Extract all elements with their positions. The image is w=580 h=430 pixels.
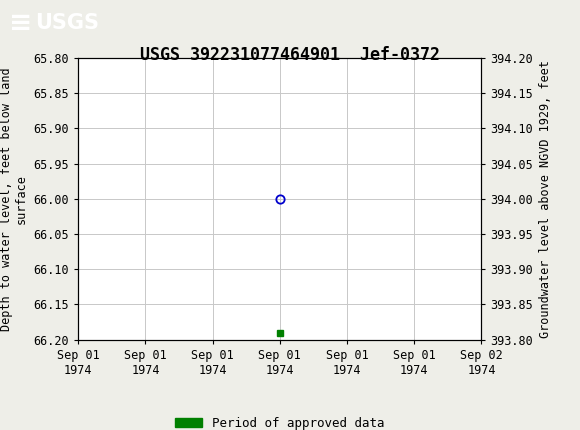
Y-axis label: Depth to water level, feet below land
surface: Depth to water level, feet below land su…	[0, 67, 28, 331]
Text: ≡: ≡	[9, 9, 32, 37]
Legend: Period of approved data: Period of approved data	[170, 412, 390, 430]
Text: USGS 392231077464901  Jef-0372: USGS 392231077464901 Jef-0372	[140, 46, 440, 64]
Text: USGS: USGS	[35, 12, 99, 33]
Y-axis label: Groundwater level above NGVD 1929, feet: Groundwater level above NGVD 1929, feet	[539, 60, 552, 338]
